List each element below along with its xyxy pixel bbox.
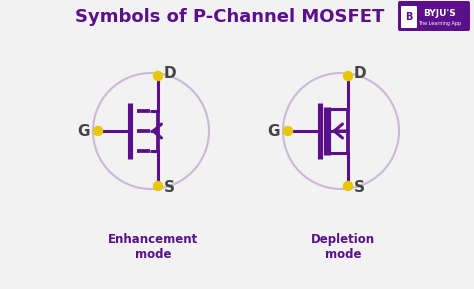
Circle shape (283, 127, 292, 136)
FancyArrowPatch shape (153, 124, 162, 138)
Text: Enhancement
mode: Enhancement mode (108, 233, 198, 261)
Text: S: S (164, 181, 175, 195)
Circle shape (154, 181, 163, 190)
Text: G: G (78, 123, 90, 138)
FancyBboxPatch shape (401, 6, 417, 28)
Text: Depletion
mode: Depletion mode (311, 233, 375, 261)
Text: G: G (267, 123, 280, 138)
Text: D: D (164, 66, 177, 81)
Circle shape (154, 71, 163, 81)
Text: D: D (354, 66, 366, 81)
FancyBboxPatch shape (398, 1, 470, 31)
Text: S: S (354, 181, 365, 195)
Circle shape (93, 127, 102, 136)
FancyArrowPatch shape (334, 124, 347, 138)
Text: BYJU'S: BYJU'S (424, 8, 456, 18)
Text: B: B (405, 12, 413, 22)
Text: Symbols of P-Channel MOSFET: Symbols of P-Channel MOSFET (75, 8, 385, 26)
Circle shape (344, 181, 353, 190)
Text: The Learning App: The Learning App (419, 21, 462, 25)
Circle shape (344, 71, 353, 81)
